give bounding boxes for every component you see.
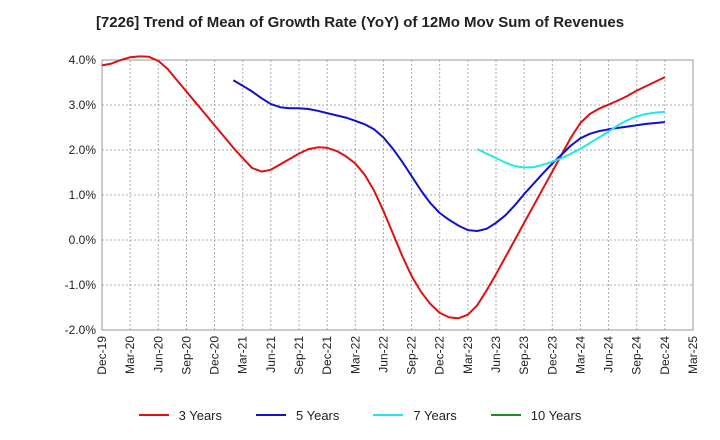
x-tick-label: Mar-25 [686, 336, 700, 374]
series-line-3-years [101, 55, 666, 320]
series-line-5-years [232, 79, 665, 232]
legend-item-10-years: 10 Years [490, 404, 582, 426]
x-tick-label: Mar-24 [573, 336, 587, 374]
x-tick-label: Dec-21 [320, 336, 334, 375]
legend-item-3-years: 3 Years [138, 404, 222, 426]
series-line-7-years [476, 110, 665, 169]
grid-layer [101, 59, 694, 331]
x-tick-label: Dec-24 [658, 336, 672, 375]
plot-frame [101, 59, 694, 331]
y-tick-label: 1.0% [69, 188, 97, 202]
x-tick-label: Dec-20 [208, 336, 222, 375]
series-layer [101, 55, 666, 320]
x-tick-label: Jun-22 [376, 336, 390, 373]
tick-layer: -2.0% -1.0% 0.0% 1.0% 2.0% 3.0% 4.0% Dec-19 Mar-… [65, 53, 700, 375]
x-tick-label: Mar-21 [236, 336, 250, 374]
y-tick-label: 2.0% [69, 143, 97, 157]
legend-label: 7 Years [413, 407, 457, 423]
x-tick-label: Sep-20 [179, 336, 193, 375]
legend-label: 5 Years [296, 407, 340, 423]
x-tick-label: Sep-23 [517, 336, 531, 375]
legend-label: 10 Years [530, 407, 582, 423]
y-tick-label: -1.0% [65, 278, 97, 292]
legend-swatch [373, 414, 404, 416]
y-tick-label: 0.0% [69, 233, 97, 247]
legend: 3 Years 5 Years 7 Years 10 Years [0, 404, 720, 426]
x-tick-label: Sep-24 [630, 336, 644, 375]
y-tick-label: -2.0% [65, 323, 97, 337]
y-tick-label: 3.0% [69, 98, 97, 112]
y-tick-label: 4.0% [69, 53, 97, 67]
x-tick-label: Dec-22 [433, 336, 447, 375]
x-tick-label: Dec-23 [545, 336, 559, 375]
x-tick-label: Mar-23 [461, 336, 475, 374]
x-tick-label: Sep-22 [405, 336, 419, 375]
chart-title: [7226] Trend of Mean of Growth Rate (YoY… [95, 14, 625, 31]
legend-item-5-years: 5 Years [256, 404, 339, 426]
x-tick-label: Sep-21 [292, 336, 306, 375]
x-tick-label: Mar-22 [348, 336, 362, 374]
legend-label: 3 Years [178, 407, 222, 423]
x-tick-label: Dec-19 [95, 336, 109, 375]
legend-item-7-years: 7 Years [373, 404, 457, 426]
legend-swatch [490, 414, 521, 416]
x-tick-label: Jun-21 [264, 336, 278, 373]
legend-swatch [256, 414, 286, 416]
legend-swatch [138, 414, 169, 416]
x-tick-label: Jun-20 [151, 336, 165, 373]
x-tick-label: Jun-24 [602, 336, 616, 373]
x-tick-label: Jun-23 [489, 336, 503, 373]
x-tick-label: Mar-20 [123, 336, 137, 374]
